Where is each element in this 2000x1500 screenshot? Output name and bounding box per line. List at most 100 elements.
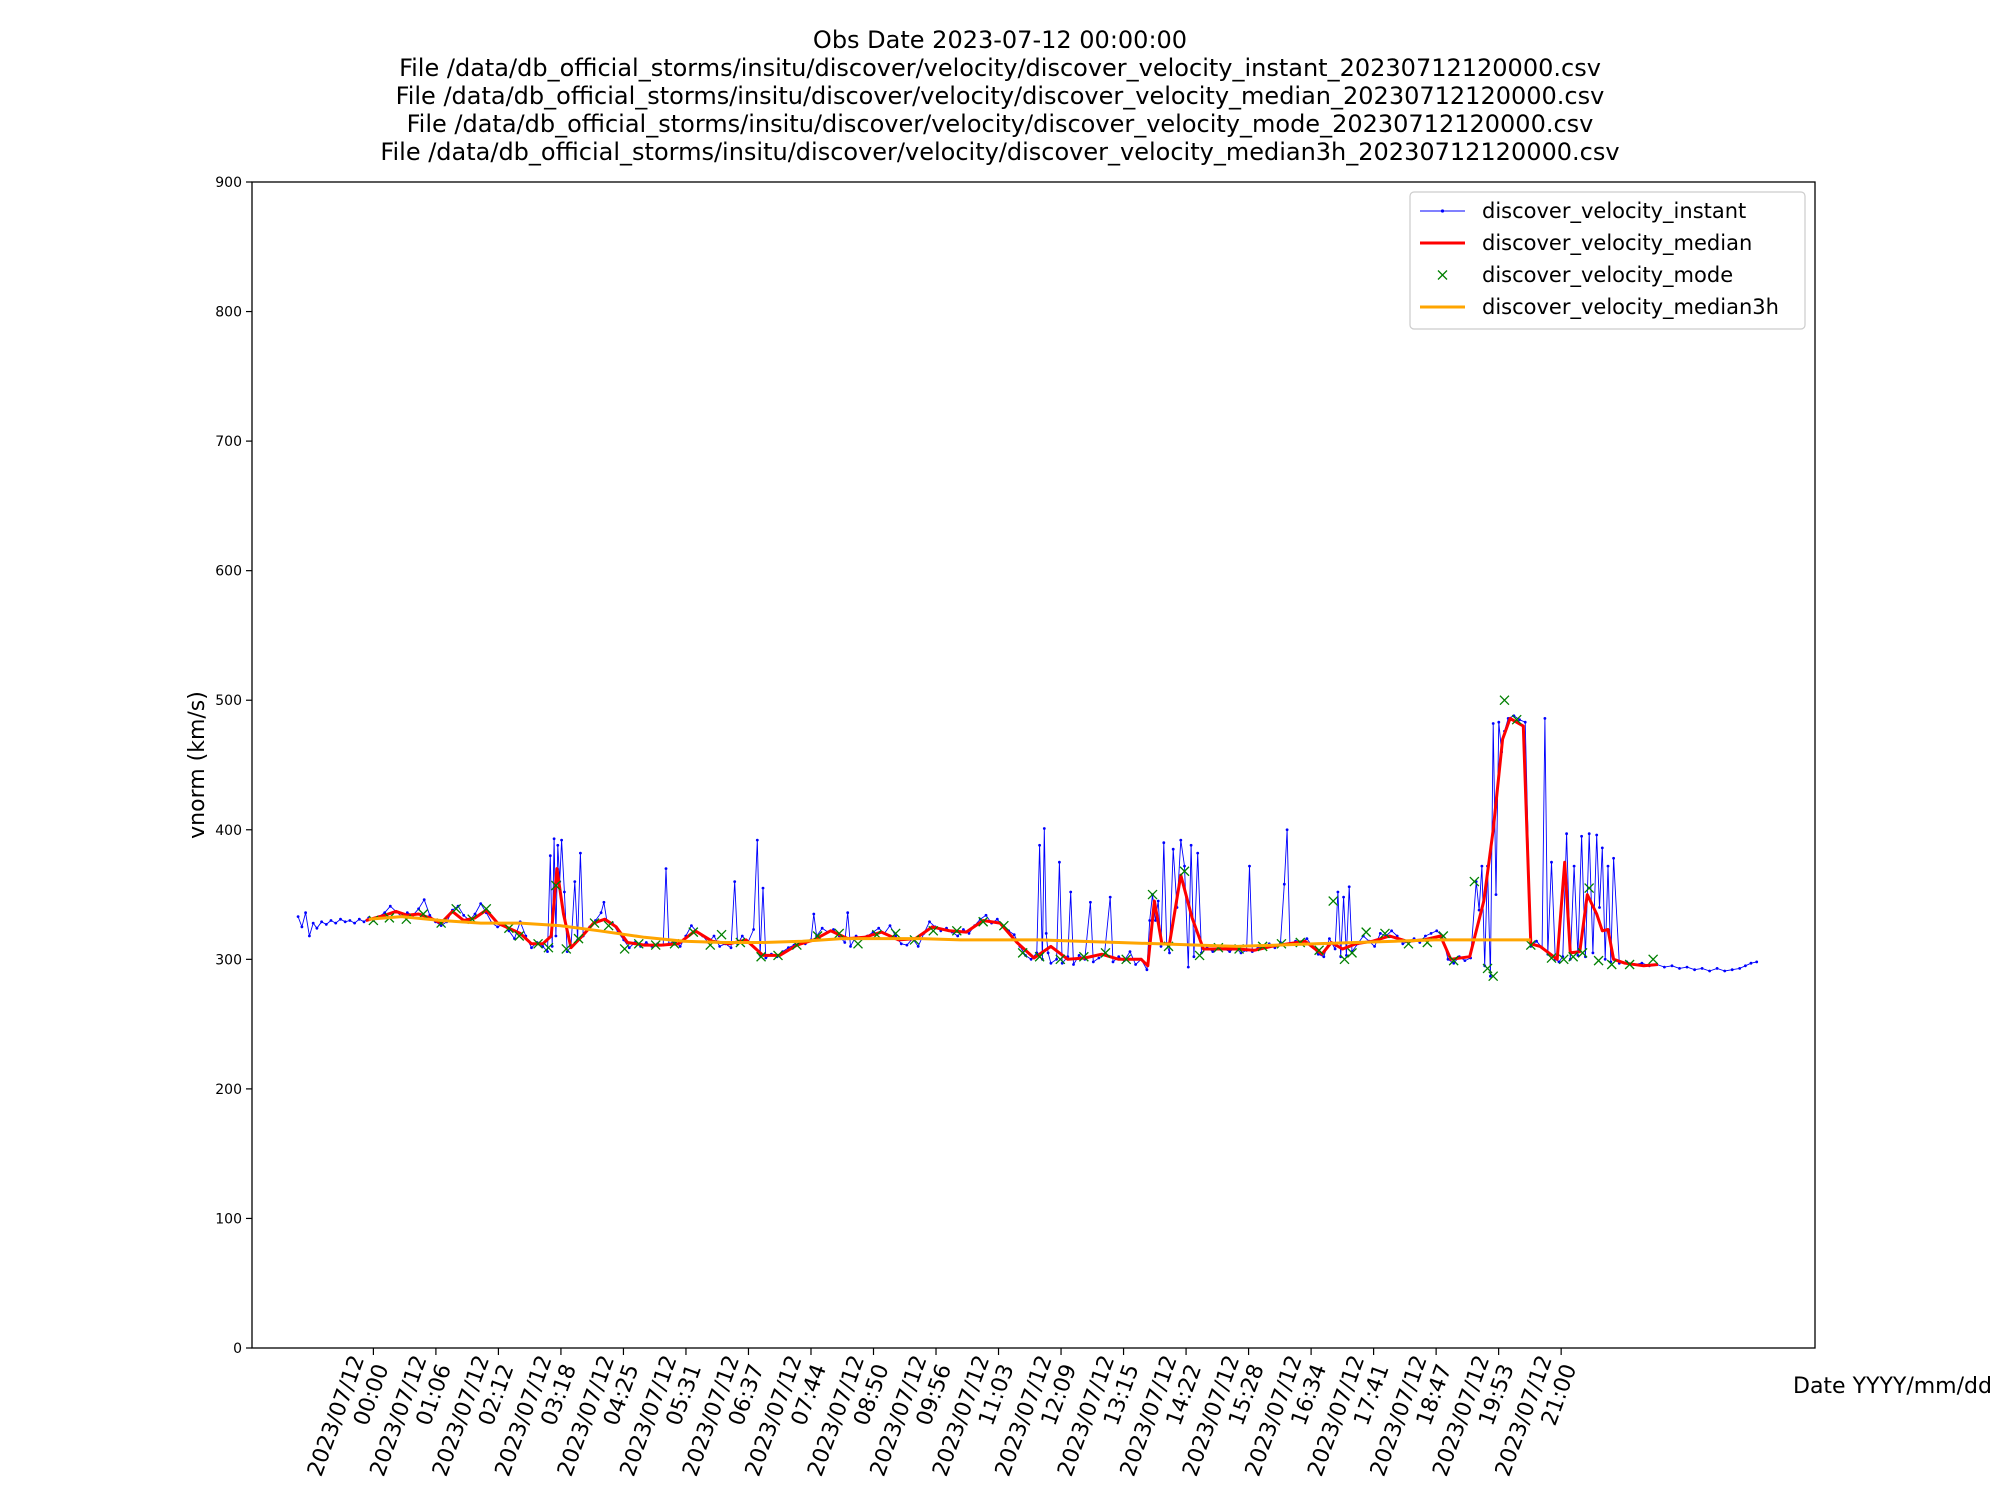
data-point <box>530 946 533 950</box>
data-point <box>1489 974 1492 978</box>
data-point <box>324 923 328 926</box>
data-point <box>1336 890 1340 894</box>
chart-title-line-3: File /data/db_official_storms/insitu/dis… <box>395 82 1605 110</box>
data-point <box>1108 895 1112 899</box>
data-point <box>563 890 566 894</box>
plot-frame <box>251 181 1816 1349</box>
y-tick-label: 800 <box>215 305 242 321</box>
data-point-x-marker <box>1546 953 1557 963</box>
data-point <box>1587 832 1591 836</box>
data-point <box>343 920 347 924</box>
data-point <box>1435 929 1439 933</box>
data-point <box>995 917 999 921</box>
data-point <box>550 945 554 948</box>
data-point <box>1089 900 1092 904</box>
data-point <box>304 911 307 915</box>
data-point <box>1145 968 1149 972</box>
data-point <box>843 941 847 944</box>
data-point <box>1049 961 1053 965</box>
data-point-x-marker <box>1147 889 1158 900</box>
data-point <box>462 913 466 917</box>
data-point <box>740 934 744 938</box>
data-point <box>1042 827 1046 830</box>
chart-title-line-2: File /data/db_official_storms/insitu/dis… <box>399 54 1601 82</box>
data-point <box>1715 967 1719 970</box>
data-point <box>573 880 577 883</box>
data-point-x-marker <box>503 923 514 934</box>
data-point <box>1154 919 1157 922</box>
data-point <box>1670 964 1674 968</box>
data-point-x-marker <box>1525 940 1536 951</box>
data-point <box>1196 851 1200 855</box>
data-point <box>888 924 892 927</box>
series-layer <box>296 695 1759 982</box>
data-point <box>1091 960 1095 964</box>
data-point <box>353 921 356 925</box>
data-point <box>1565 832 1568 836</box>
data-point <box>552 837 556 841</box>
data-point-x-marker <box>1482 963 1493 974</box>
data-point <box>554 934 558 938</box>
data-point <box>1424 934 1427 938</box>
data-point <box>1186 965 1190 969</box>
data-point <box>1162 841 1166 845</box>
data-point-x-marker <box>716 929 727 940</box>
data-point <box>334 921 338 925</box>
data-point <box>348 919 352 922</box>
data-point-x-marker <box>481 903 492 914</box>
data-point <box>967 932 971 935</box>
data-point <box>644 941 648 944</box>
data-point <box>1189 843 1193 847</box>
data-point-x-marker <box>1361 927 1372 938</box>
data-point <box>1738 967 1742 970</box>
data-point <box>1612 856 1615 860</box>
data-point-x-marker <box>550 880 561 891</box>
data-point <box>1342 895 1345 899</box>
data-point <box>812 912 816 916</box>
data-point <box>579 851 582 855</box>
data-point <box>1401 942 1405 946</box>
data-point <box>956 934 960 938</box>
x-axis-label: Date YYYY/mm/dd <box>1793 1374 1992 1399</box>
data-point <box>1446 957 1450 961</box>
data-point <box>1373 945 1376 948</box>
data-point <box>1494 893 1498 896</box>
data-point-x-marker <box>543 942 554 953</box>
y-tick-label: 300 <box>215 952 242 968</box>
data-point <box>1058 860 1061 864</box>
data-point-x-marker <box>834 928 845 939</box>
data-point-x-marker <box>1314 945 1325 956</box>
data-point-x-marker <box>688 927 699 938</box>
data-point <box>1606 864 1610 868</box>
data-point-x-marker <box>589 918 600 929</box>
data-point <box>1678 967 1681 970</box>
data-point <box>300 925 304 929</box>
data-point-x-marker <box>1469 876 1480 887</box>
data-point <box>546 950 549 953</box>
data-point <box>1072 963 1075 966</box>
y-tick-label: 100 <box>215 1211 242 1227</box>
data-point <box>1211 950 1215 953</box>
data-point <box>962 928 965 931</box>
data-point <box>548 854 552 858</box>
legend-swatch-discover_velocity_instant <box>1420 209 1465 213</box>
y-tick-label: 400 <box>215 823 242 839</box>
data-point <box>1328 937 1331 940</box>
data-point <box>905 943 909 947</box>
y-tick-label: 700 <box>215 434 242 450</box>
data-point-x-marker <box>1179 866 1190 877</box>
data-point-x-marker <box>890 928 901 939</box>
data-point <box>1156 899 1160 903</box>
data-point <box>1069 890 1073 894</box>
data-point <box>1044 932 1048 935</box>
data-point-x-marker <box>1488 971 1499 982</box>
data-point <box>602 900 606 904</box>
data-point-x-marker <box>756 951 767 962</box>
data-point <box>1708 969 1711 973</box>
data-point-x-marker <box>1499 695 1510 706</box>
chart-title-line-1: Obs Date 2023-07-12 00:00:00 <box>812 26 1188 54</box>
chart-title-line-4: File /data/db_official_storms/insitu/dis… <box>406 110 1594 138</box>
data-point <box>599 911 603 915</box>
data-point <box>1159 945 1163 948</box>
